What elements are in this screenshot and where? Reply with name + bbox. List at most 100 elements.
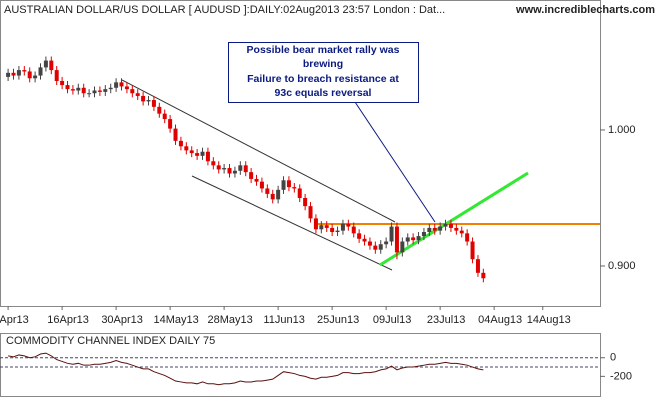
candle-body xyxy=(427,227,432,232)
annotation: Possible bear market rally was xyxy=(247,44,400,56)
candle-body xyxy=(308,206,313,219)
candle-body xyxy=(16,70,21,76)
candle-body xyxy=(470,241,475,260)
candle-body xyxy=(65,85,70,90)
candle-body xyxy=(216,165,221,170)
candle-body xyxy=(189,150,194,154)
candle-body xyxy=(400,241,405,253)
candle-body xyxy=(22,70,27,72)
candle-body xyxy=(130,89,135,94)
candle-body xyxy=(92,90,97,94)
candle-body xyxy=(297,188,302,198)
candle-body xyxy=(173,128,178,141)
candle-body xyxy=(411,237,416,241)
callout-line xyxy=(354,101,436,223)
candle-body xyxy=(292,187,297,189)
candle-body xyxy=(357,233,362,239)
candle-body xyxy=(70,89,75,91)
candle-body xyxy=(475,259,480,273)
candle-body xyxy=(416,236,421,241)
annotation-box xyxy=(228,42,419,103)
candle-body xyxy=(443,223,448,227)
candle-body xyxy=(49,60,54,71)
candle-body xyxy=(124,86,129,90)
candle-body xyxy=(157,106,162,114)
x-tick-label: 04Aug13 xyxy=(478,314,522,326)
candle-body xyxy=(465,233,470,242)
candle-body xyxy=(81,87,86,94)
candle-body xyxy=(346,223,351,227)
candle-body xyxy=(87,93,92,95)
candle-body xyxy=(211,161,216,166)
rally-line xyxy=(379,171,529,267)
channel-lower xyxy=(191,175,393,271)
candle-body xyxy=(97,90,102,92)
candle-body xyxy=(222,168,227,170)
cci-panel xyxy=(0,333,601,397)
x-tick-label: 14May13 xyxy=(153,314,198,326)
x-tick-label: 28May13 xyxy=(207,314,252,326)
candle-body xyxy=(135,93,140,96)
chart-title: AUSTRALIAN DOLLAR/US DOLLAR [ AUDUSD ]:D… xyxy=(4,4,445,16)
candle-body xyxy=(351,226,356,234)
candle-body xyxy=(405,237,410,242)
candle-body xyxy=(11,72,16,76)
candle-body xyxy=(303,197,308,207)
candle-body xyxy=(362,238,367,242)
candle-body xyxy=(394,226,399,253)
candle-body xyxy=(195,153,200,156)
candle-body xyxy=(27,71,32,79)
y-tick-label: -200 xyxy=(610,370,632,382)
annotation: Failure to breach resistance at xyxy=(247,73,399,85)
candle-body xyxy=(432,227,437,231)
candle-body xyxy=(481,272,486,279)
candle-body xyxy=(103,89,108,92)
x-tick-label: Apr13 xyxy=(0,314,29,326)
y-tick-label: 0.900 xyxy=(608,260,636,272)
x-tick-label: 16Apr13 xyxy=(47,314,89,326)
candle-body xyxy=(238,165,243,171)
candle-body xyxy=(33,75,38,79)
candle-body xyxy=(330,227,335,232)
candle-body xyxy=(438,226,443,231)
y-tick-label: 1.000 xyxy=(608,124,636,136)
candle-body xyxy=(141,95,146,102)
candle-body xyxy=(43,60,48,68)
candle-body xyxy=(259,181,264,189)
cci-title: COMMODITY CHANNEL INDEX DAILY 75 xyxy=(6,335,215,347)
candle-body xyxy=(448,223,453,228)
candle-body xyxy=(378,244,383,250)
candle-body xyxy=(227,168,232,174)
x-tick-label: 14Aug13 xyxy=(527,314,571,326)
source: www.incrediblecharts.com xyxy=(515,4,655,16)
candle-body xyxy=(454,227,459,231)
x-tick-label: 23Jul13 xyxy=(427,314,466,326)
candle-body xyxy=(184,146,189,151)
candle-body xyxy=(243,165,248,173)
candle-body xyxy=(389,226,394,242)
candle-body xyxy=(162,113,167,120)
candle-body xyxy=(6,72,11,77)
x-tick-label: 25Jun13 xyxy=(317,314,359,326)
candle-body xyxy=(119,82,124,87)
candle-body xyxy=(76,87,81,91)
candle-body xyxy=(324,225,329,228)
candle-body xyxy=(313,218,318,230)
annotation: brewing xyxy=(303,58,343,70)
candle-body xyxy=(168,119,173,129)
candle-body xyxy=(38,67,43,76)
candle-body xyxy=(249,172,254,179)
candle-body xyxy=(459,230,464,234)
channel-upper xyxy=(121,79,396,223)
y-tick-label: 0 xyxy=(610,352,616,364)
candle-body xyxy=(335,230,340,232)
candle-body xyxy=(373,245,378,250)
candle-body xyxy=(200,151,205,156)
candle-body xyxy=(270,193,275,200)
candle-body xyxy=(254,178,259,182)
candle-body xyxy=(178,140,183,147)
cci-line xyxy=(8,352,484,386)
candle-body xyxy=(384,241,389,245)
candle-body xyxy=(367,241,372,246)
